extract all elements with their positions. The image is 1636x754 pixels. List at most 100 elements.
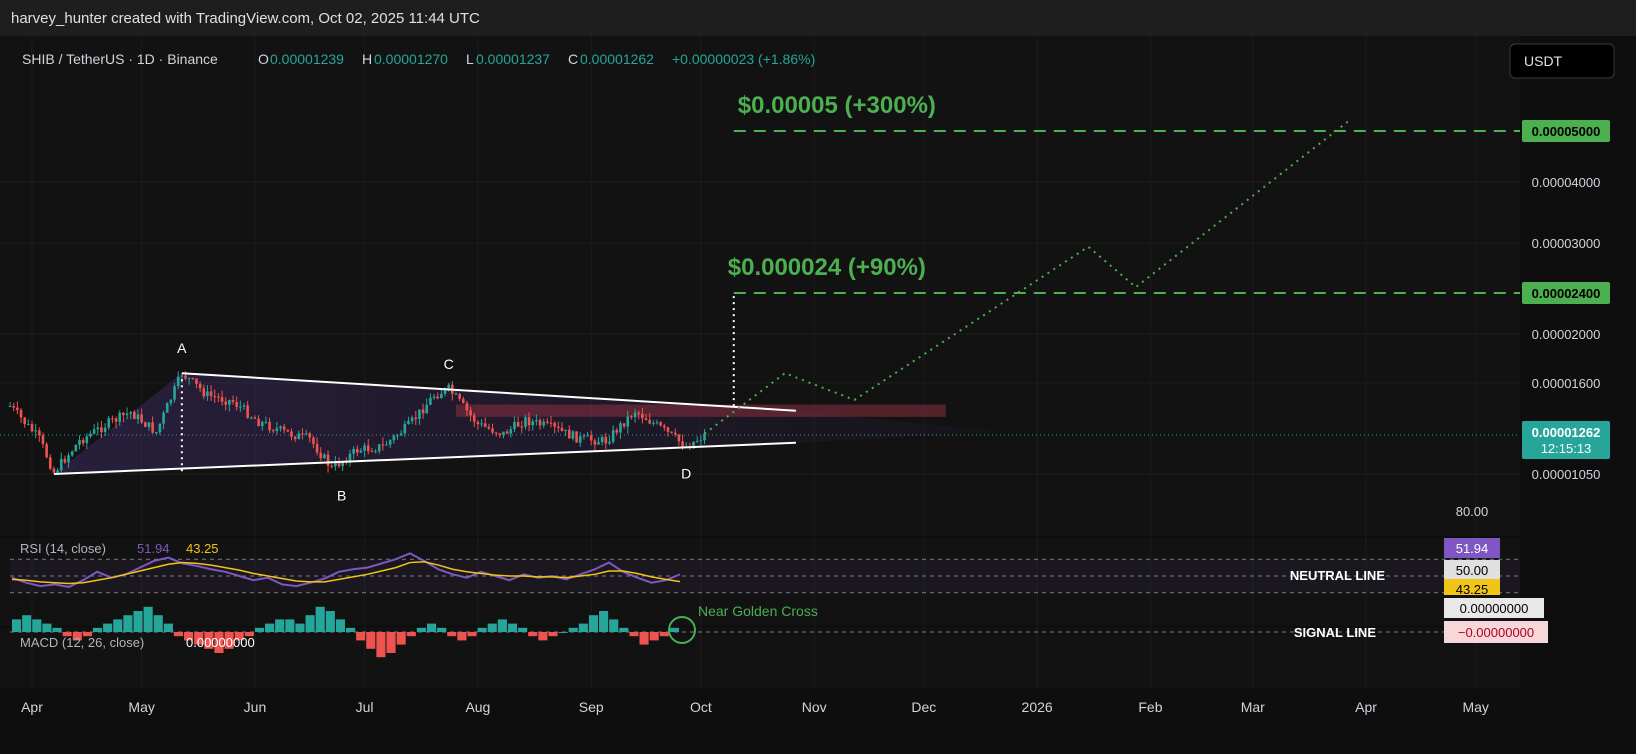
candle-body [195, 378, 198, 384]
candle-body [352, 448, 355, 454]
change-value: +0.00000023 (+1.86%) [672, 51, 815, 67]
candle-body [70, 451, 74, 456]
macd-tag [1444, 621, 1548, 643]
candle-body [27, 424, 30, 426]
grid-lines [0, 36, 1520, 688]
candle-body [140, 414, 143, 423]
rsi-tag [1444, 579, 1500, 595]
candle-body [392, 435, 396, 441]
golden-cross-label: Near Golden Cross [698, 603, 818, 619]
price-scale[interactable] [1520, 36, 1636, 736]
rsi-tick-label: 80.00 [1456, 504, 1489, 519]
candle-body [282, 426, 286, 430]
countdown: 12:15:13 [1541, 441, 1592, 456]
candle-body [290, 431, 293, 437]
currency-button[interactable]: USDT [1509, 43, 1615, 79]
candle-body [191, 378, 195, 380]
candle-body [38, 430, 41, 436]
candle-body [564, 429, 567, 431]
candle-body [308, 433, 312, 438]
candle-body [209, 391, 213, 397]
candle-body [16, 407, 19, 411]
candle-body [147, 422, 151, 427]
candle-body [257, 418, 260, 427]
rsi-pane[interactable] [0, 538, 1520, 626]
candle-body [30, 424, 34, 432]
macd-bar [426, 623, 437, 632]
rsi-tag [1444, 538, 1500, 558]
high-label: H [362, 51, 372, 67]
macd-bar [325, 611, 335, 632]
macd-bar [487, 623, 497, 632]
candle-body [575, 431, 578, 443]
macd-bar [163, 623, 173, 632]
candle-body [381, 444, 385, 446]
candle-body [604, 436, 608, 444]
target-label: $0.00005 (+300%) [738, 92, 936, 119]
candle-body [202, 388, 206, 397]
currency-button-label: USDT [1524, 53, 1563, 69]
candle-body [67, 455, 70, 463]
macd-bar [62, 632, 72, 637]
candle-body [546, 421, 549, 423]
candle-body [498, 433, 502, 436]
macd-bar [518, 627, 528, 632]
candle-body [330, 465, 334, 467]
candle-body [154, 432, 158, 434]
candle-body [586, 435, 589, 437]
candle-body [615, 430, 619, 433]
macd-bar [609, 619, 619, 632]
candle-body [78, 440, 81, 445]
candle-body [677, 434, 681, 442]
candle-body [89, 433, 92, 437]
macd-title: MACD (12, 26, close) [20, 635, 144, 650]
candle-body [293, 436, 297, 440]
candle-body [410, 417, 414, 422]
candle-body [516, 422, 520, 427]
candle-body [633, 412, 637, 418]
macd-bar [204, 632, 214, 649]
candle-body [487, 426, 491, 429]
y-tick-label: 0.00005000 [1532, 124, 1601, 139]
macd-bar [224, 632, 234, 649]
y-tick-label: 0.00001600 [1532, 376, 1601, 391]
macd-bar [639, 632, 649, 645]
candle-body [407, 421, 410, 424]
candle-body [312, 437, 315, 444]
wedge-upper-line [181, 372, 796, 412]
macd-bar [103, 623, 113, 632]
macd-bar [173, 632, 184, 637]
candle-body [637, 412, 641, 414]
candle-body [334, 462, 337, 467]
macd-bar [376, 632, 386, 658]
candle-body [239, 406, 242, 408]
y-tick-label: 0.00002400 [1532, 286, 1601, 301]
candle-body [220, 397, 224, 402]
candle-body [151, 422, 154, 433]
macd-bar [153, 615, 163, 632]
macd-bar [214, 632, 224, 653]
candle-body [158, 423, 162, 433]
rsi-ma-line [11, 560, 681, 585]
macd-bar [467, 632, 477, 637]
macd-value: 0.00000000 [186, 635, 255, 650]
candle-body [641, 413, 644, 419]
y-tick-label: 0.00003000 [1532, 236, 1601, 251]
candle-body [571, 431, 575, 439]
candle-body [414, 417, 418, 419]
rsi-ma-value: 43.25 [186, 541, 219, 556]
candle-body [355, 448, 359, 453]
macd-pane[interactable] [0, 628, 1520, 688]
candle-body [246, 405, 249, 418]
macd-bar [143, 606, 153, 632]
macd-bar [133, 611, 143, 632]
candle-body [366, 445, 370, 452]
rsi-tick-label: 43.25 [1456, 582, 1489, 597]
y-target-tag [1522, 120, 1610, 142]
candle-body [692, 441, 695, 449]
candle-body [557, 426, 560, 428]
macd-bar [254, 627, 265, 632]
high-value: 0.00001270 [374, 51, 448, 67]
candle-body [399, 433, 403, 436]
